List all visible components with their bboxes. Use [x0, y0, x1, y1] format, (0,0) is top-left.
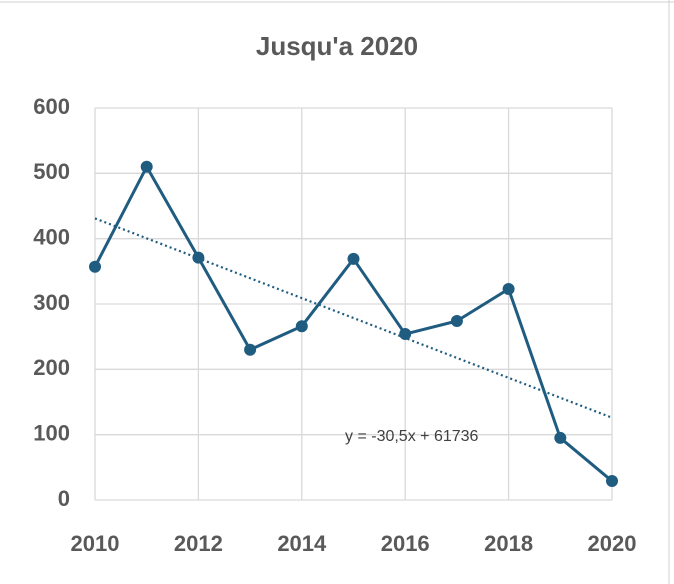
y-tick-label: 400: [33, 224, 70, 249]
data-point: [399, 328, 412, 341]
y-tick-label: 0: [58, 486, 70, 511]
data-point: [295, 320, 308, 333]
data-point: [89, 260, 101, 273]
x-tick-label: 2018: [484, 531, 533, 556]
y-tick-label: 600: [33, 94, 70, 119]
x-tick-label: 2012: [174, 531, 223, 556]
data-point: [347, 252, 360, 265]
y-tick-label: 300: [33, 290, 70, 315]
data-point: [244, 343, 257, 356]
x-tick-label: 2014: [277, 531, 327, 556]
y-tick-label: 100: [33, 420, 70, 445]
data-point: [450, 314, 463, 327]
data-point: [554, 431, 567, 444]
y-tick-label: 500: [33, 159, 70, 184]
data-point: [606, 475, 618, 488]
x-tick-label: 2010: [71, 531, 120, 556]
x-tick-label: 2016: [381, 531, 430, 556]
chart-title: Jusqu'a 2020: [256, 31, 418, 61]
trendline-equation: y = -30,5x + 61736: [345, 428, 479, 445]
data-point: [502, 282, 515, 295]
y-tick-label: 200: [33, 355, 70, 380]
trendline: [94, 217, 613, 419]
x-tick-label: 2020: [588, 531, 637, 556]
data-point: [140, 160, 153, 173]
